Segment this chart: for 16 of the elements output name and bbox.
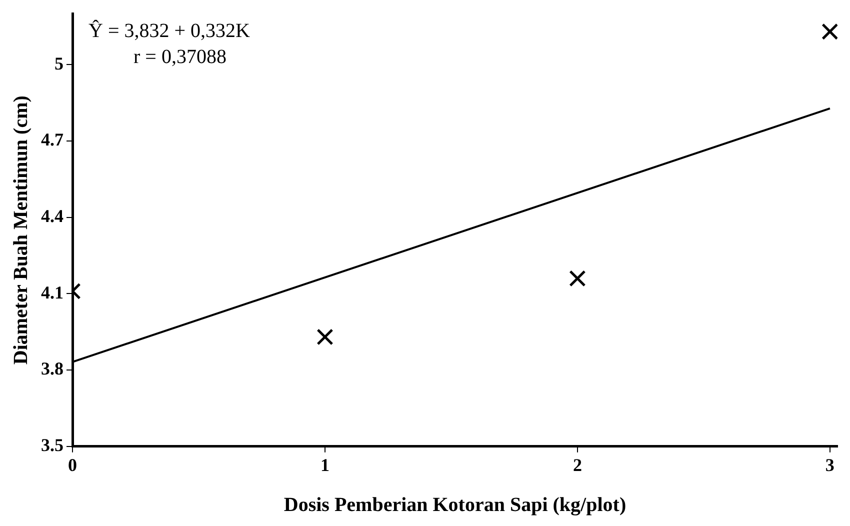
y-axis-title: Diameter Buah Mentimun (cm) — [10, 96, 32, 365]
y-tick-label: 4.4 — [41, 206, 64, 226]
y-tick-label: 4.1 — [41, 282, 64, 302]
y-tick-label: 4.7 — [41, 130, 64, 150]
y-tick-label: 3.5 — [41, 435, 64, 456]
point — [822, 23, 838, 40]
annotation: r = 0,37088 — [134, 46, 226, 68]
x-tick-label: 0 — [68, 454, 77, 475]
x-tick-label: 3 — [825, 454, 834, 475]
point — [569, 270, 586, 287]
annotation: Ŷ = 3,832 + 0,332K — [88, 19, 250, 42]
x-tick-label: 2 — [572, 454, 582, 475]
y-tick-label: 3.8 — [41, 358, 64, 379]
x-axis-title: Dosis Pemberian Kotoran Sapi (kg/plot) — [284, 494, 626, 516]
y-tick-label: 5 — [54, 53, 64, 74]
x-tick-label: 1 — [320, 454, 330, 475]
